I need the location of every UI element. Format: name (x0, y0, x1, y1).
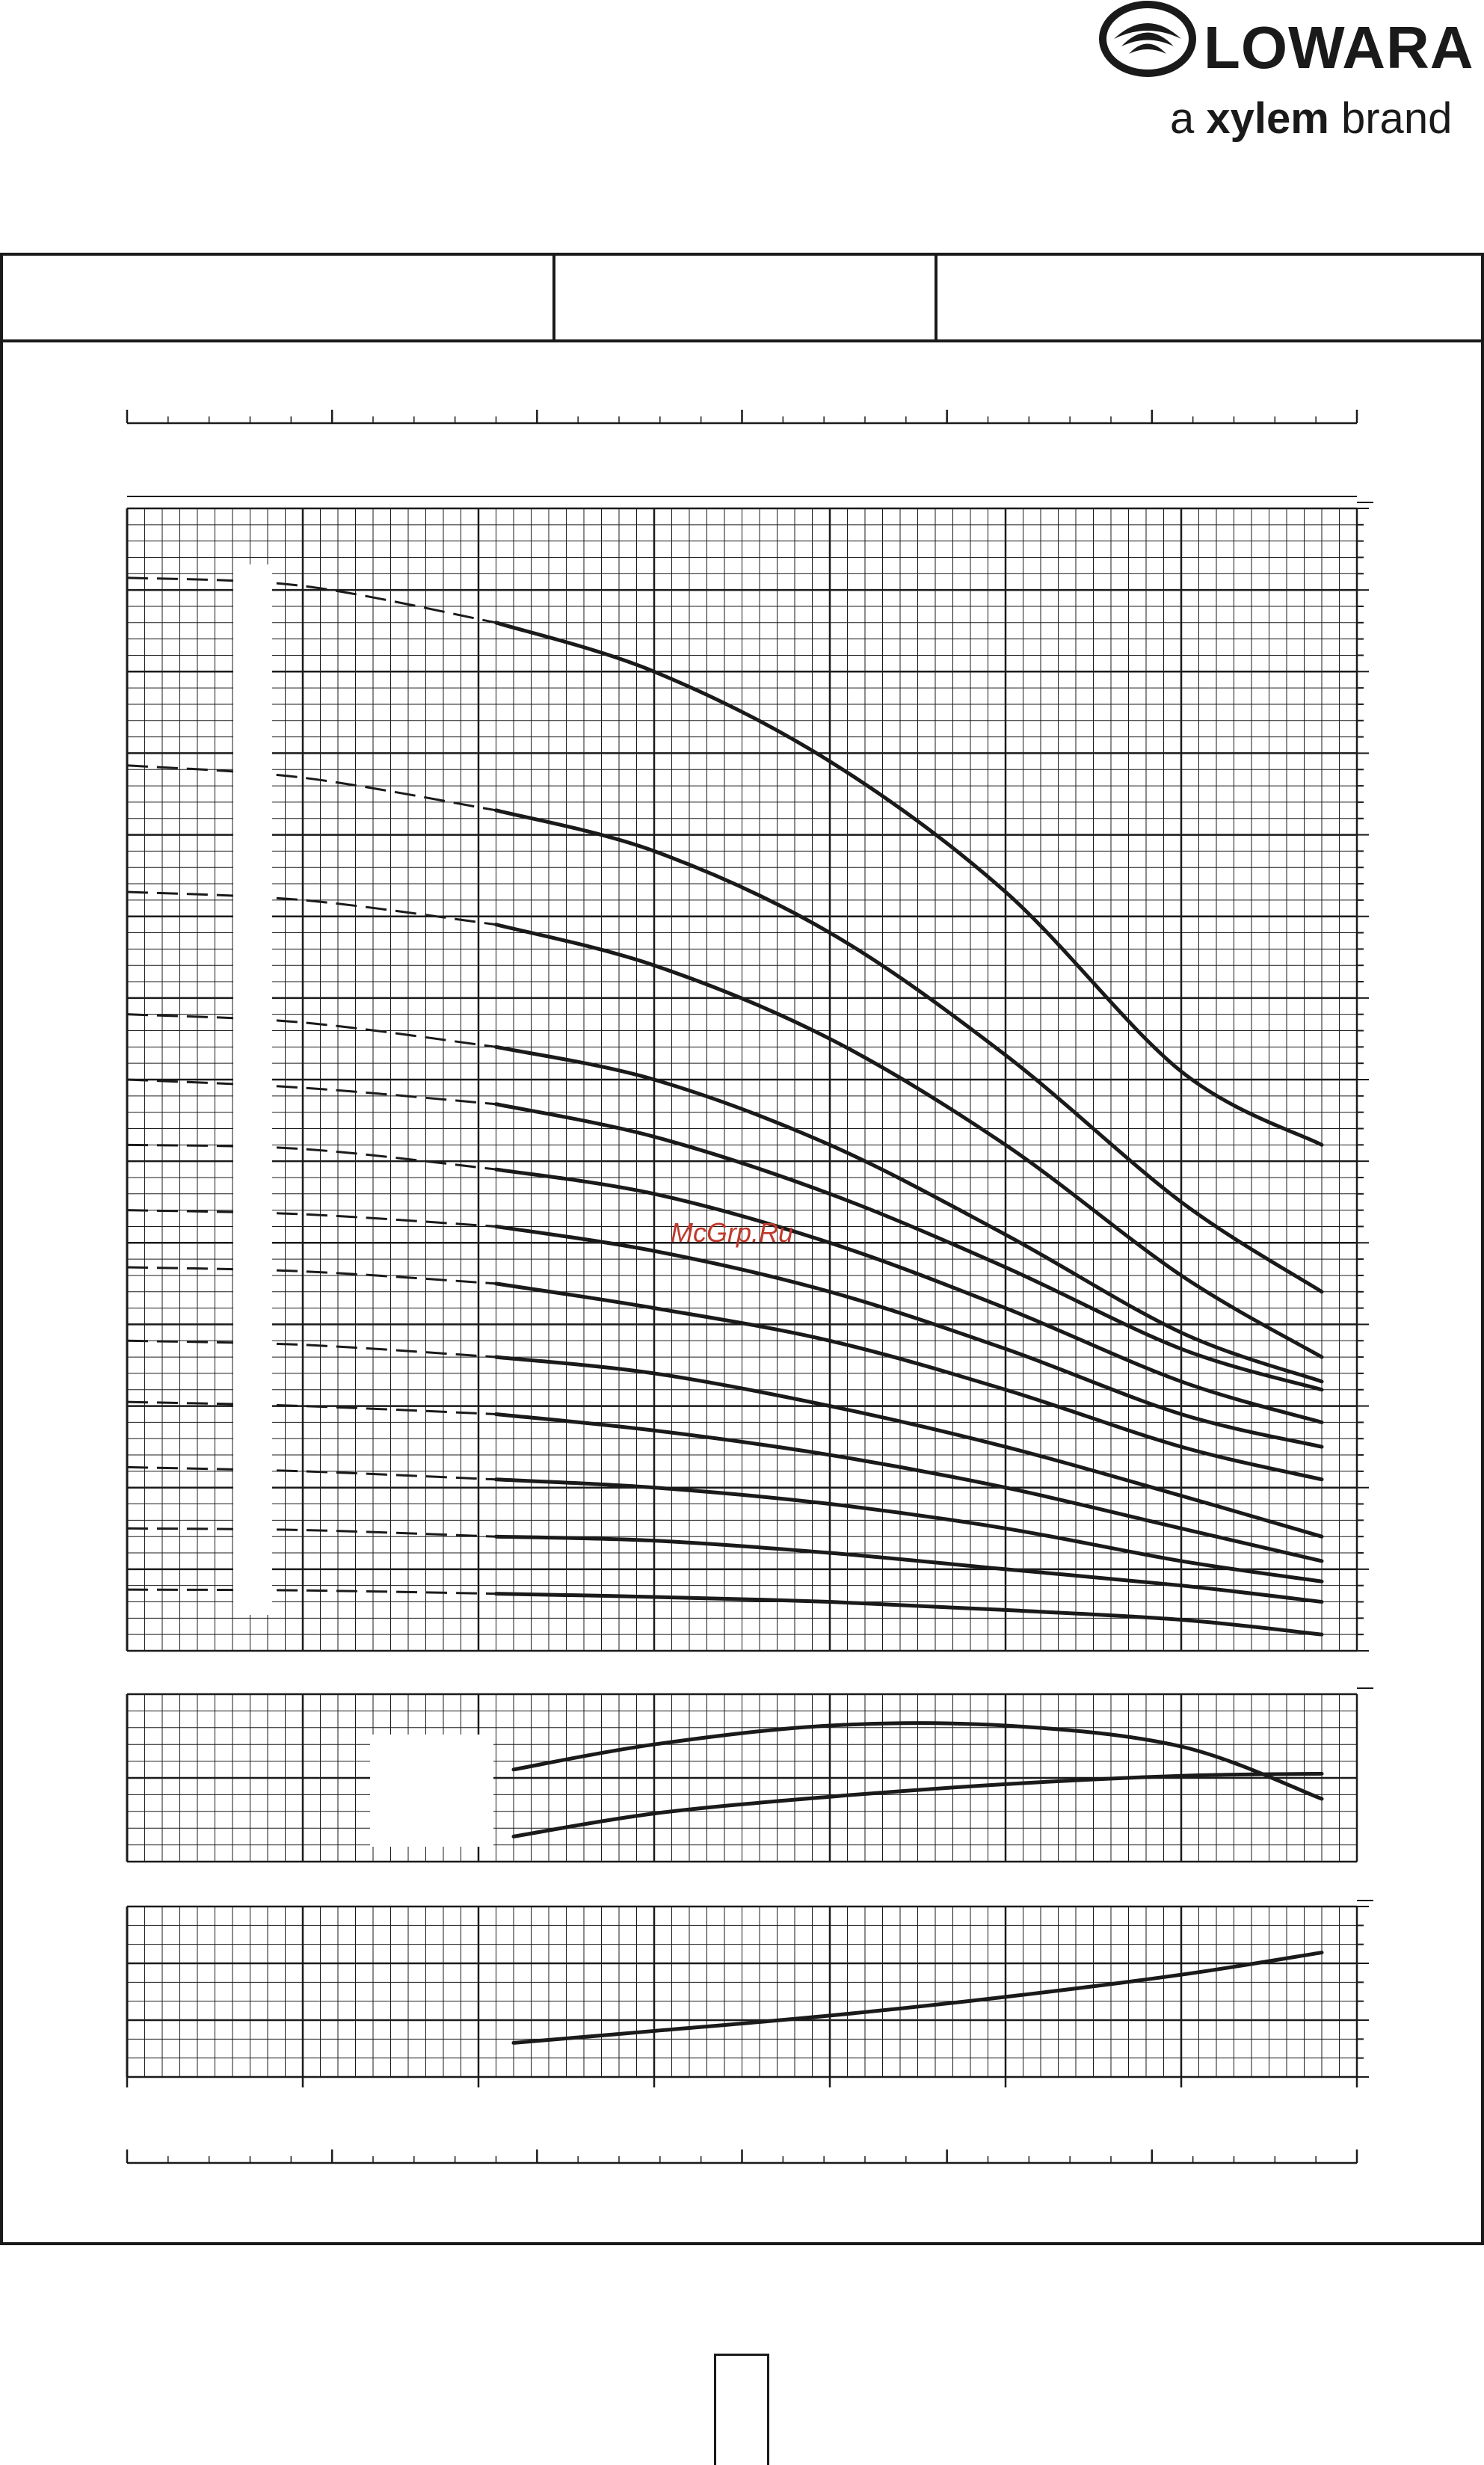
tagline-bold: xylem (1206, 94, 1329, 143)
curve-dashed-0-7 (126, 1266, 496, 1285)
label-area (370, 1735, 493, 1847)
curve-dashed-0-3 (126, 1013, 496, 1048)
brand-tagline: a xylem brand (1170, 93, 1452, 144)
curve-solid-0-2 (494, 923, 1324, 1359)
curve-dashed-0-6 (126, 1209, 496, 1228)
page-number-box (714, 2354, 769, 2465)
curve-dashed-0-1 (126, 764, 496, 812)
tagline-suffix: brand (1340, 94, 1453, 143)
curve-dashed-0-11 (126, 1527, 496, 1538)
curve-1-1 (511, 1771, 1324, 1838)
curve-dashed-0-8 (126, 1339, 496, 1358)
curve-dashed-0-10 (126, 1465, 496, 1481)
brand-logo (1092, 0, 1484, 150)
watermark-text: McGrp.Ru (671, 1217, 794, 1248)
curve-dashed-0-12 (126, 1588, 496, 1595)
curve-dashed-0-5 (126, 1143, 496, 1171)
label-area (233, 564, 272, 1615)
curve-solid-0-3 (494, 1044, 1324, 1384)
curve-2-0 (511, 1951, 1324, 2045)
curve-1-0 (511, 1721, 1324, 1801)
curve-solid-0-10 (494, 1477, 1324, 1584)
curve-solid-0-9 (494, 1412, 1324, 1563)
datasheet-frame (0, 253, 1484, 2245)
curve-solid-0-1 (494, 808, 1324, 1294)
curve-dashed-0-2 (126, 890, 496, 926)
header-row (3, 256, 1481, 342)
brand-name: LOWARA (1204, 14, 1474, 81)
curve-dashed-0-4 (126, 1078, 496, 1106)
curve-solid-0-5 (494, 1167, 1324, 1424)
curve-solid-0-7 (494, 1281, 1324, 1482)
header-divider (935, 256, 937, 339)
curve-dashed-0-0 (126, 576, 496, 624)
curve-solid-0-0 (494, 621, 1324, 1147)
tagline-prefix: a (1170, 94, 1195, 143)
curve-solid-0-8 (494, 1355, 1324, 1539)
curve-solid-0-6 (494, 1224, 1324, 1449)
curve-solid-0-12 (494, 1592, 1324, 1637)
header-divider (552, 256, 555, 339)
curve-dashed-0-9 (126, 1400, 496, 1415)
curve-solid-0-11 (494, 1534, 1324, 1604)
curve-solid-0-4 (494, 1102, 1324, 1392)
lowara-logo-icon (1099, 1, 1196, 77)
